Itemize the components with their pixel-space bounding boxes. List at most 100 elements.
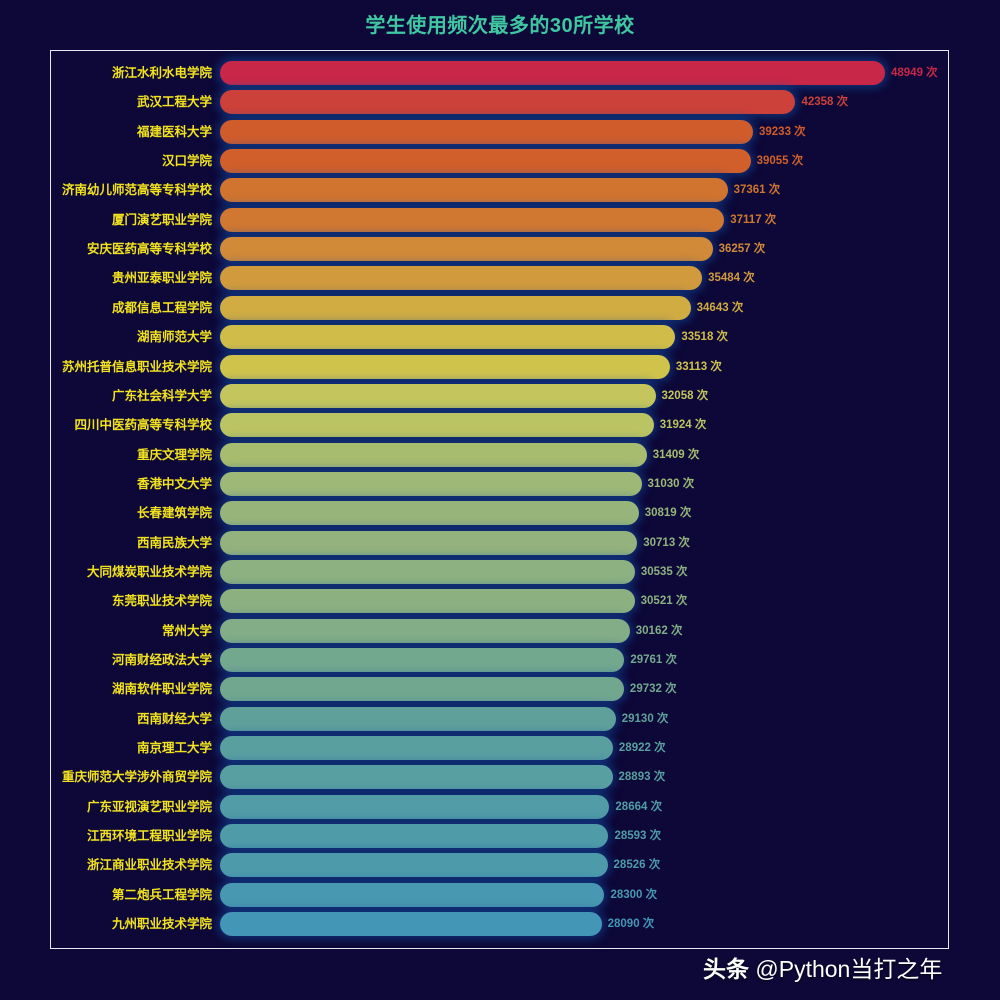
value-label: 32058 次 — [661, 389, 709, 402]
bar[interactable] — [220, 618, 630, 643]
bar[interactable] — [220, 61, 885, 85]
bar[interactable] — [220, 765, 613, 790]
bar-row: 河南财经政法大学 29761 次 — [0, 648, 1000, 672]
value-label: 29732 次 — [629, 683, 677, 696]
bar[interactable] — [220, 824, 609, 849]
bar[interactable] — [220, 207, 725, 232]
category-label: 香港中文大学 — [136, 476, 212, 491]
bar-row: 福建医科大学 39233 次 — [0, 119, 1000, 144]
bar[interactable] — [220, 119, 753, 144]
bar[interactable] — [220, 794, 610, 819]
bar[interactable] — [220, 853, 608, 878]
value-label: 28300 次 — [610, 888, 658, 901]
bar-row: 长春建筑学院 30819 次 — [0, 501, 1000, 526]
bar[interactable] — [220, 149, 751, 174]
category-label: 长春建筑学院 — [136, 506, 212, 521]
bar-row: 武汉工程大学 42358 次 — [0, 90, 1000, 115]
category-label: 武汉工程大学 — [136, 95, 212, 110]
bar[interactable] — [220, 413, 654, 438]
value-label: 28526 次 — [613, 859, 661, 872]
bar-row: 苏州托普信息职业技术学院 33113 次 — [0, 354, 1000, 379]
category-label: 南京理工大学 — [136, 741, 212, 756]
bar-row: 重庆文理学院 31409 次 — [0, 442, 1000, 467]
bar-row: 九州职业技术学院 28090 次 — [0, 912, 1000, 937]
bar[interactable] — [220, 589, 635, 614]
value-label: 37361 次 — [733, 184, 781, 197]
category-label: 重庆师范大学涉外商贸学院 — [61, 770, 212, 785]
value-label: 28593 次 — [614, 830, 662, 843]
bar-row: 西南财经大学 29130 次 — [0, 706, 1000, 731]
bar-row: 第二炮兵工程学院 28300 次 — [0, 882, 1000, 907]
bar-row: 济南幼儿师范高等专科学校 37361 次 — [0, 178, 1000, 203]
bar-row: 安庆医药高等专科学校 36257 次 — [0, 237, 1000, 262]
chart-frame — [50, 50, 949, 949]
category-label: 广东亚视演艺职业学院 — [86, 799, 212, 814]
value-label: 31030 次 — [647, 477, 695, 490]
watermark-brand: 头条 — [703, 956, 749, 982]
value-label: 33518 次 — [681, 331, 729, 344]
category-label: 九州职业技术学院 — [111, 917, 212, 932]
category-label: 西南财经大学 — [136, 711, 212, 726]
value-label: 37117 次 — [730, 213, 777, 226]
bar[interactable] — [220, 383, 656, 408]
bar-row: 浙江商业职业技术学院 28526 次 — [0, 853, 1000, 878]
category-label: 福建医科大学 — [136, 124, 212, 139]
bar-row: 湖南师范大学 33518 次 — [0, 325, 1000, 350]
category-label: 湖南软件职业学院 — [111, 682, 212, 697]
value-label: 39233 次 — [759, 125, 806, 138]
category-label: 浙江商业职业技术学院 — [86, 858, 212, 873]
value-label: 29761 次 — [630, 654, 677, 666]
bar[interactable] — [220, 648, 625, 672]
bar[interactable] — [220, 325, 676, 350]
bar-row: 东莞职业技术学院 30521 次 — [0, 589, 1000, 614]
bar-row: 成都信息工程学院 34643 次 — [0, 295, 1000, 320]
bar[interactable] — [220, 90, 796, 115]
value-label: 48949 次 — [891, 67, 938, 79]
value-label: 42358 次 — [801, 96, 849, 109]
bar[interactable] — [220, 442, 647, 467]
category-label: 安庆医药高等专科学校 — [86, 242, 212, 257]
bar[interactable] — [220, 237, 713, 262]
bar-row: 汉口学院 39055 次 — [0, 149, 1000, 174]
value-label: 36257 次 — [718, 243, 766, 256]
value-label: 28893 次 — [618, 771, 666, 784]
value-label: 30819 次 — [644, 507, 692, 520]
category-label: 河南财经政法大学 — [111, 653, 212, 667]
category-label: 江西环境工程职业学院 — [86, 829, 212, 844]
bar[interactable] — [220, 354, 670, 379]
category-label: 厦门演艺职业学院 — [111, 212, 212, 227]
value-label: 35484 次 — [708, 272, 755, 285]
value-label: 30162 次 — [635, 624, 683, 637]
bar[interactable] — [220, 266, 703, 291]
category-label: 汉口学院 — [161, 154, 212, 169]
bar[interactable] — [220, 501, 639, 526]
bar-row: 南京理工大学 28922 次 — [0, 736, 1000, 761]
bar[interactable] — [220, 736, 613, 761]
bar-row: 大同煤炭职业技术学院 30535 次 — [0, 559, 1000, 584]
category-label: 贵州亚泰职业学院 — [111, 271, 212, 286]
bar[interactable] — [220, 530, 638, 555]
bar[interactable] — [220, 677, 624, 702]
category-label: 湖南师范大学 — [136, 330, 212, 345]
bar[interactable] — [220, 706, 616, 731]
value-label: 28922 次 — [618, 742, 666, 755]
chart-title: 学生使用频次最多的30所学校 — [365, 15, 635, 37]
bar[interactable] — [220, 471, 642, 496]
bar-row: 浙江水利水电学院 48949 次 — [0, 61, 1000, 85]
value-label: 29130 次 — [621, 712, 669, 725]
category-label: 大同煤炭职业技术学院 — [86, 564, 212, 579]
bar[interactable] — [220, 178, 728, 203]
bar[interactable] — [220, 295, 691, 320]
value-label: 39055 次 — [756, 155, 804, 168]
bar[interactable] — [220, 912, 602, 937]
bar-row: 厦门演艺职业学院 37117 次 — [0, 207, 1000, 232]
category-label: 西南民族大学 — [136, 535, 212, 550]
value-label: 30535 次 — [640, 565, 688, 578]
bar-row: 江西环境工程职业学院 28593 次 — [0, 824, 1000, 849]
watermark: 头条 @Python当打之年 — [703, 950, 942, 984]
bar[interactable] — [220, 882, 605, 907]
bar-row: 常州大学 30162 次 — [0, 618, 1000, 643]
value-label: 34643 次 — [696, 301, 744, 314]
bar[interactable] — [220, 559, 635, 584]
category-label: 广东社会科学大学 — [111, 388, 212, 403]
